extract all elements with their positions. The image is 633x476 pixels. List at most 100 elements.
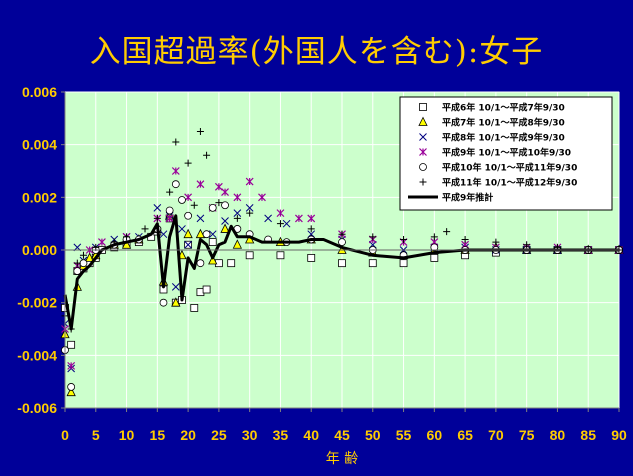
data-point <box>123 233 131 241</box>
legend-label: 平成8年 10/1～平成9年9/30 <box>442 132 565 144</box>
legend-swatch <box>419 163 427 171</box>
legend-swatch <box>419 133 427 141</box>
x-tick-label: 25 <box>211 427 227 443</box>
data-point <box>79 259 88 268</box>
data-point <box>184 159 192 167</box>
chart-title: 入国超過率(外国人を含む):女子 <box>89 34 544 70</box>
x-tick-label: 35 <box>273 427 289 443</box>
y-tick-label: 0.004 <box>22 137 57 153</box>
data-point <box>171 167 180 175</box>
data-point <box>171 297 181 307</box>
y-tick-label: 0.000 <box>22 242 57 258</box>
data-point <box>202 230 211 239</box>
y-tick-label: -0.002 <box>17 295 57 311</box>
data-point <box>184 240 192 249</box>
data-point <box>338 238 346 247</box>
x-tick-label: 10 <box>119 427 135 443</box>
data-point <box>178 225 186 233</box>
data-point <box>461 235 469 243</box>
series-6 <box>63 214 619 331</box>
x-tick-label: 60 <box>427 427 443 443</box>
data-point <box>159 298 168 307</box>
data-point <box>208 230 217 239</box>
x-tick-label: 30 <box>242 427 258 443</box>
x-tick-label: 70 <box>488 427 504 443</box>
data-point <box>221 201 229 210</box>
legend-label: 平成10年 10/1～平成11年9/30 <box>442 162 577 174</box>
data-point <box>245 177 254 186</box>
data-point <box>196 128 204 135</box>
y-tick-label: -0.006 <box>17 400 57 416</box>
data-point <box>190 304 199 312</box>
data-point <box>492 238 500 246</box>
legend: 平成6年 10/1～平成7年9/30 平成7年 10/1～平成8年9/30 平成8年… <box>399 96 613 211</box>
data-point <box>227 259 236 268</box>
data-point <box>202 285 211 294</box>
data-point <box>196 180 205 189</box>
legend-label: 平成11年 10/1～平成12年9/30 <box>442 177 577 189</box>
data-point <box>183 228 193 239</box>
data-point <box>276 220 284 228</box>
data-point <box>264 214 272 223</box>
data-point <box>430 253 439 262</box>
data-point <box>121 239 132 249</box>
y-tick-label: 0.006 <box>22 84 57 100</box>
data-point <box>282 219 291 228</box>
data-point <box>165 206 174 215</box>
data-point <box>208 255 218 265</box>
data-point <box>166 188 174 196</box>
data-point <box>245 251 254 260</box>
data-point <box>159 230 168 239</box>
x-tick-label: 5 <box>92 427 100 443</box>
data-point <box>73 259 81 267</box>
data-point <box>233 209 242 217</box>
data-point <box>195 228 206 239</box>
data-point <box>245 204 254 212</box>
data-point <box>79 251 87 259</box>
data-point <box>67 383 76 391</box>
x-tick-label: 40 <box>303 427 319 443</box>
data-point <box>190 201 198 209</box>
data-point <box>67 361 76 370</box>
data-point <box>141 225 149 233</box>
x-tick-label: 0 <box>61 427 69 443</box>
legend-label: 平成9年推計 <box>442 192 493 204</box>
data-point <box>338 259 346 268</box>
data-point <box>184 211 193 220</box>
x-tick-label: 85 <box>580 427 596 443</box>
data-point <box>196 214 205 223</box>
data-point <box>178 196 186 204</box>
data-point <box>307 225 315 233</box>
data-point <box>221 188 229 196</box>
x-tick-label: 15 <box>150 427 166 443</box>
data-point <box>220 223 230 233</box>
data-point <box>208 203 217 212</box>
data-point <box>294 214 303 223</box>
data-point <box>172 138 180 146</box>
data-point <box>208 238 217 247</box>
axes: -0.006 -0.004 -0.002 0.000 0.002 0.004 0.006 0 5… <box>17 84 627 443</box>
y-tick-label: 0.002 <box>22 189 57 205</box>
x-tick-label: 65 <box>457 427 473 443</box>
legend-label: 平成9年 10/1～平成10年9/30 <box>442 147 571 159</box>
data-point <box>368 259 377 268</box>
data-point <box>246 209 254 217</box>
data-point <box>67 340 76 349</box>
data-point <box>276 209 285 218</box>
x-tick-label: 45 <box>334 427 350 443</box>
x-tick-label: 80 <box>550 427 566 443</box>
legend-swatch <box>419 148 427 156</box>
legend-label: 平成6年 10/1～平成7年9/30 <box>442 102 565 114</box>
y-tick-label: -0.004 <box>17 347 57 363</box>
data-point <box>221 217 229 225</box>
x-tick-label: 20 <box>180 427 196 443</box>
data-point <box>165 214 174 223</box>
legend-swatch <box>419 178 427 186</box>
legend-swatch <box>418 116 428 126</box>
data-point <box>66 386 76 397</box>
data-point <box>400 235 408 243</box>
data-point <box>233 193 242 202</box>
data-point <box>98 238 106 247</box>
data-point <box>214 182 223 191</box>
data-point <box>430 243 439 252</box>
